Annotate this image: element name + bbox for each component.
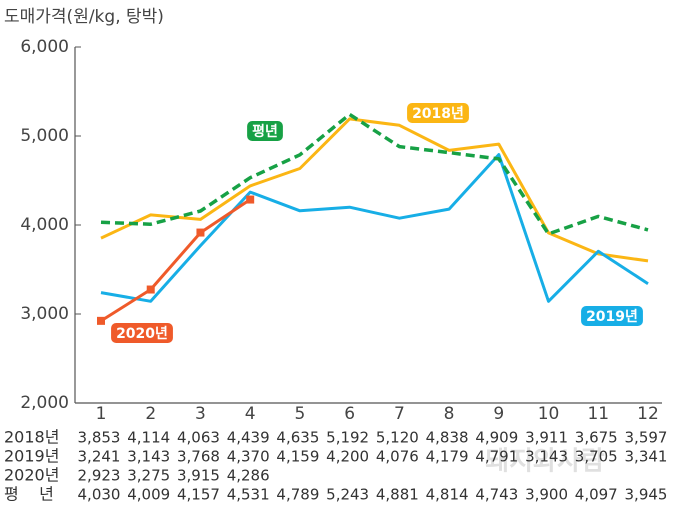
series-marker <box>97 316 105 325</box>
x-tick-label: 2 <box>145 404 156 424</box>
series-line <box>100 153 649 303</box>
x-tick-label: 8 <box>444 404 455 424</box>
table-cell: 3,241 <box>78 448 121 466</box>
table-cell: 4,789 <box>276 486 319 504</box>
x-tick-label: 3 <box>195 404 206 424</box>
legend-item: 2018년 <box>407 103 469 123</box>
table-cell: 4,030 <box>78 486 121 504</box>
table-row-label: 평 년 <box>4 485 54 504</box>
legend-item: 2020년 <box>111 323 173 343</box>
table-cell: 4,157 <box>177 486 220 504</box>
x-tick-label: 5 <box>294 404 305 424</box>
series-line <box>100 117 649 263</box>
table-row-label: 2020년 <box>4 466 59 485</box>
y-tick-label: 3,000 <box>20 304 69 324</box>
x-tick-label: 12 <box>637 404 659 424</box>
x-tick-label: 7 <box>394 404 405 424</box>
series-line <box>100 112 649 236</box>
table-cell: 4,743 <box>475 486 518 504</box>
table-cell: 4,179 <box>426 448 469 466</box>
chart-title: 도매가격(원/kg, 탕박) <box>4 7 164 27</box>
table-cell: 3,597 <box>625 429 668 447</box>
legend-label: 2019년 <box>586 309 638 325</box>
series-marker <box>146 285 155 294</box>
x-tick-label: 10 <box>538 404 560 424</box>
table-cell: 4,200 <box>326 448 369 466</box>
table-cell: 4,009 <box>127 486 170 504</box>
table-cell: 2,923 <box>78 467 121 485</box>
table-cell: 3,341 <box>625 448 668 466</box>
table-cell: 5,243 <box>326 486 369 504</box>
legend-badge <box>581 306 643 326</box>
table-cell: 4,097 <box>575 486 618 504</box>
legend-label: 평년 <box>252 123 278 140</box>
table-cell: 4,791 <box>475 448 518 466</box>
table-cell: 3,945 <box>625 486 668 504</box>
x-tick-label: 4 <box>245 404 256 424</box>
table-cell: 4,531 <box>227 486 270 504</box>
table-cell: 4,159 <box>276 448 319 466</box>
table-cell: 4,909 <box>475 429 518 447</box>
series-line <box>100 198 252 323</box>
y-tick-label: 5,000 <box>20 126 69 146</box>
table-row-label: 2018년 <box>4 428 59 447</box>
table-cell: 4,881 <box>376 486 419 504</box>
table-cell: 4,814 <box>426 486 469 504</box>
table-cell: 3,900 <box>525 486 568 504</box>
table-cell: 3,911 <box>525 429 568 447</box>
x-tick-label: 6 <box>344 404 355 424</box>
y-tick-label: 6,000 <box>20 37 69 57</box>
legend-item: 2019년 <box>581 306 643 326</box>
legend-item: 평년 <box>247 121 283 141</box>
x-tick-label: 9 <box>493 404 504 424</box>
legend-badge <box>247 121 283 141</box>
x-tick-label: 11 <box>587 404 609 424</box>
series-marker <box>246 195 255 204</box>
table-cell: 3,143 <box>127 448 170 466</box>
legend-label: 2018년 <box>412 106 464 122</box>
table-cell: 4,286 <box>227 467 270 485</box>
y-tick-label: 4,000 <box>20 215 69 235</box>
table-cell: 3,705 <box>575 448 618 466</box>
table-cell: 4,439 <box>227 429 270 447</box>
legend-badge <box>407 103 469 123</box>
table-cell: 5,120 <box>376 429 419 447</box>
table-cell: 3,853 <box>78 429 121 447</box>
series-marker <box>196 228 205 237</box>
table-cell: 4,114 <box>127 429 170 447</box>
table-cell: 4,076 <box>376 448 419 466</box>
table-cell: 4,063 <box>177 429 220 447</box>
legend-badge <box>111 323 173 343</box>
y-tick-label: 2,000 <box>20 393 69 413</box>
legend-label: 2020년 <box>116 326 168 342</box>
table-cell: 3,915 <box>177 467 220 485</box>
table-row-label: 2019년 <box>4 447 59 466</box>
table-cell: 3,275 <box>127 467 170 485</box>
table-cell: 4,370 <box>227 448 270 466</box>
watermark: 돼지와사람 <box>485 447 605 477</box>
table-cell: 4,635 <box>276 429 319 447</box>
table-cell: 3,675 <box>575 429 618 447</box>
table-cell: 4,838 <box>426 429 469 447</box>
table-cell: 3,143 <box>525 448 568 466</box>
x-tick-label: 1 <box>96 404 107 424</box>
table-cell: 3,768 <box>177 448 220 466</box>
table-cell: 5,192 <box>326 429 369 447</box>
